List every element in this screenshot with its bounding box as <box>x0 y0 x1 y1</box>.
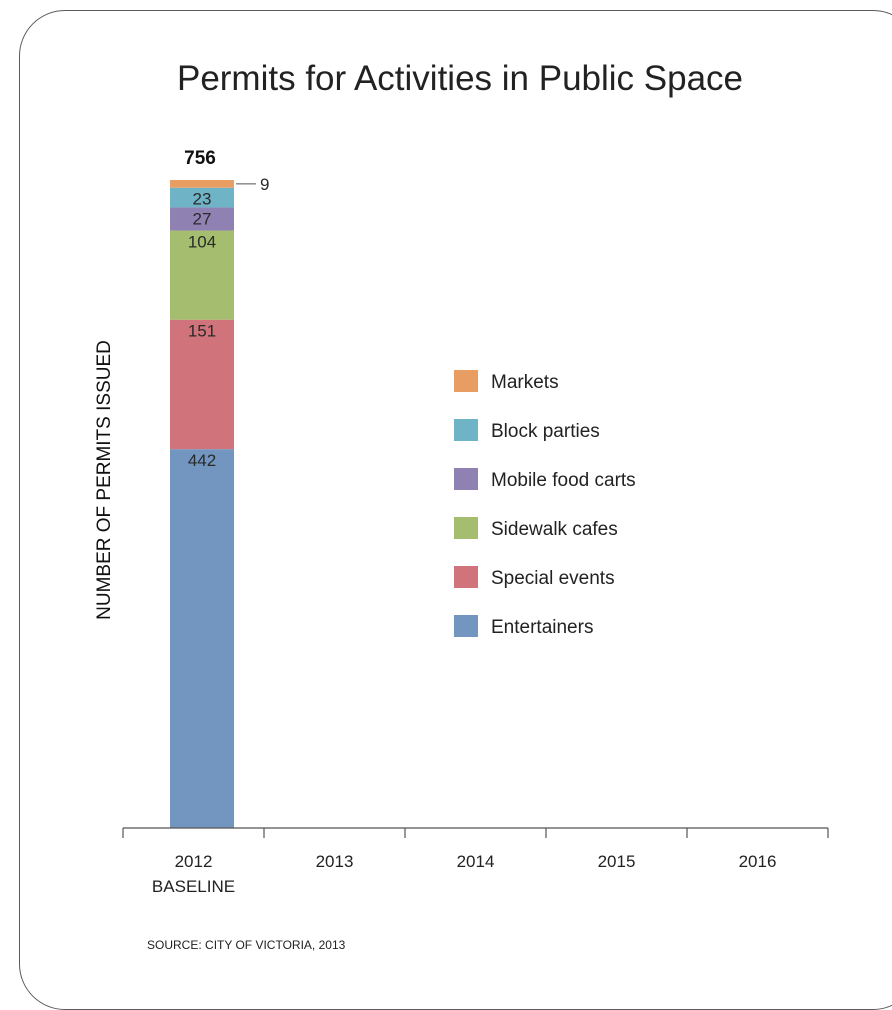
legend-swatch <box>454 419 478 441</box>
x-tick-label: 2012 <box>175 852 213 871</box>
x-axis: 2012 BASELINE 2013 2014 2015 2016 <box>122 827 829 896</box>
bar-segment-mobile-food-carts <box>170 207 234 231</box>
legend-swatch <box>454 566 478 588</box>
bar-segment-special-events <box>170 319 234 450</box>
data-label: 104 <box>188 233 216 252</box>
bar-segment-sidewalk-cafes <box>170 230 234 320</box>
legend-label: Mobile food carts <box>491 470 636 491</box>
data-label: 151 <box>188 322 216 341</box>
x-tick-label: 2013 <box>316 852 354 871</box>
x-tick-label: 2016 <box>739 852 777 871</box>
legend-swatch <box>454 615 478 637</box>
legend-label: Entertainers <box>491 617 593 638</box>
y-axis-label: NUMBER OF PERMITS ISSUED <box>94 340 115 620</box>
source-text: CITY OF VICTORIA, 2013 <box>202 938 346 952</box>
legend-swatch <box>454 517 478 539</box>
bar-segment-block-parties <box>170 187 234 208</box>
data-label: 23 <box>193 190 212 209</box>
bar-segment-markets <box>170 180 234 188</box>
source-prefix: SOURCE: <box>147 938 202 952</box>
data-label: 442 <box>188 451 216 470</box>
chart-title: Permits for Activities in Public Space <box>177 59 743 98</box>
legend-label: Special events <box>491 568 615 589</box>
x-tick-label: BASELINE <box>152 877 235 896</box>
data-label: 27 <box>193 209 212 228</box>
chart-svg: Permits for Activities in Public Space N… <box>94 59 829 952</box>
x-tick-label: 2015 <box>598 852 636 871</box>
legend: Markets Block parties Mobile food carts Sid… <box>454 370 636 638</box>
total-label: 756 <box>184 148 216 169</box>
legend-swatch <box>454 468 478 490</box>
legend-swatch <box>454 370 478 392</box>
legend-label: Block parties <box>491 421 600 442</box>
legend-label: Sidewalk cafes <box>491 519 618 540</box>
data-label: 9 <box>260 175 269 194</box>
x-tick-label: 2014 <box>457 852 495 871</box>
bar-segment-entertainers <box>170 449 234 828</box>
source-note: SOURCE: CITY OF VICTORIA, 2013 <box>147 938 346 952</box>
legend-label: Markets <box>491 372 559 393</box>
